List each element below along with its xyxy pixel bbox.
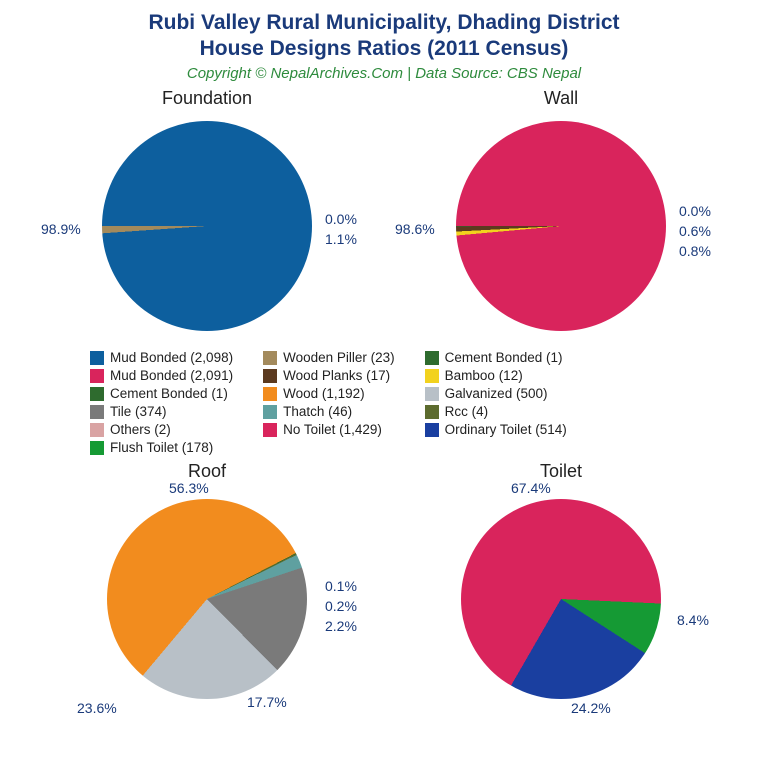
legend-item: Cement Bonded (1) <box>90 386 233 401</box>
pie-label: 8.4% <box>677 612 709 628</box>
pie-label: 56.3% <box>169 480 209 496</box>
wall-pie-wrap: 98.6% 0.0% 0.6% 0.8% <box>391 111 731 341</box>
legend-swatch <box>90 423 104 437</box>
wall-title: Wall <box>391 88 731 109</box>
legend-item: No Toilet (1,429) <box>263 422 395 437</box>
legend: Mud Bonded (2,098) Mud Bonded (2,091) Ceme… <box>0 341 768 465</box>
legend-swatch <box>425 423 439 437</box>
legend-label: Wood (1,192) <box>283 386 365 401</box>
pie-label: 2.2% <box>325 618 357 634</box>
pie-label: 0.2% <box>325 598 357 614</box>
legend-label: Bamboo (12) <box>445 368 523 383</box>
legend-label: Wood Planks (17) <box>283 368 390 383</box>
legend-item: Wood (1,192) <box>263 386 395 401</box>
legend-swatch <box>263 405 277 419</box>
legend-column: Cement Bonded (1) Bamboo (12) Galvanized (… <box>425 349 567 457</box>
legend-label: Others (2) <box>110 422 171 437</box>
roof-cell: Roof 56.3% 0.1% 0.2% 2.2% 17.7% 23.6% <box>37 461 377 714</box>
pie-chart <box>107 499 307 699</box>
legend-item: Wood Planks (17) <box>263 368 395 383</box>
pie-label: 1.1% <box>325 231 357 247</box>
legend-item: Tile (374) <box>90 404 233 419</box>
pie-chart <box>461 499 661 699</box>
pie-label: 23.6% <box>77 700 117 716</box>
legend-label: Rcc (4) <box>445 404 489 419</box>
legend-swatch <box>425 351 439 365</box>
legend-label: Ordinary Toilet (514) <box>445 422 567 437</box>
legend-column: Wooden Piller (23) Wood Planks (17) Wood (… <box>263 349 395 457</box>
legend-swatch <box>263 387 277 401</box>
pie-label: 0.1% <box>325 578 357 594</box>
foundation-cell: Foundation 98.9% 0.0% 1.1% <box>37 88 377 341</box>
legend-swatch <box>90 369 104 383</box>
legend-swatch <box>263 351 277 365</box>
legend-label: Thatch (46) <box>283 404 352 419</box>
pie-label: 0.8% <box>679 243 711 259</box>
legend-column: Mud Bonded (2,098) Mud Bonded (2,091) Ceme… <box>90 349 233 457</box>
pie-label: 0.0% <box>325 211 357 227</box>
legend-swatch <box>90 441 104 455</box>
title-line1: Rubi Valley Rural Municipality, Dhading … <box>148 11 619 34</box>
foundation-pie-wrap: 98.9% 0.0% 1.1% <box>37 111 377 341</box>
legend-swatch <box>425 405 439 419</box>
pie-label: 0.6% <box>679 223 711 239</box>
legend-item: Flush Toilet (178) <box>90 440 233 455</box>
legend-label: Mud Bonded (2,091) <box>110 368 233 383</box>
pie-label: 98.9% <box>41 221 81 237</box>
legend-swatch <box>90 387 104 401</box>
pie-label: 24.2% <box>571 700 611 716</box>
legend-label: No Toilet (1,429) <box>283 422 382 437</box>
pie-label: 98.6% <box>395 221 435 237</box>
pie-label: 17.7% <box>247 694 287 710</box>
legend-swatch <box>425 387 439 401</box>
legend-item: Mud Bonded (2,091) <box>90 368 233 383</box>
legend-item: Cement Bonded (1) <box>425 350 567 365</box>
toilet-pie-wrap: 67.4%8.4%24.2% <box>391 484 731 714</box>
legend-item: Bamboo (12) <box>425 368 567 383</box>
legend-swatch <box>263 423 277 437</box>
legend-item: Thatch (46) <box>263 404 395 419</box>
legend-item: Rcc (4) <box>425 404 567 419</box>
chart-container: Rubi Valley Rural Municipality, Dhading … <box>0 0 768 768</box>
subtitle: Copyright © NepalArchives.Com | Data Sou… <box>0 65 768 82</box>
legend-label: Cement Bonded (1) <box>110 386 228 401</box>
legend-item: Others (2) <box>90 422 233 437</box>
pie-label: 0.0% <box>679 203 711 219</box>
legend-label: Wooden Piller (23) <box>283 350 395 365</box>
wall-cell: Wall 98.6% 0.0% 0.6% 0.8% <box>391 88 731 341</box>
legend-item: Mud Bonded (2,098) <box>90 350 233 365</box>
legend-label: Flush Toilet (178) <box>110 440 213 455</box>
legend-label: Mud Bonded (2,098) <box>110 350 233 365</box>
legend-swatch <box>90 405 104 419</box>
legend-swatch <box>263 369 277 383</box>
roof-pie-wrap: 56.3%0.1%0.2%2.2%17.7%23.6% <box>37 484 377 714</box>
legend-item: Ordinary Toilet (514) <box>425 422 567 437</box>
pie-label: 67.4% <box>511 480 551 496</box>
pie-chart <box>456 121 666 331</box>
main-title: Rubi Valley Rural Municipality, Dhading … <box>0 0 768 63</box>
bottom-row: Roof 56.3% 0.1% 0.2% 2.2% 17.7% 23.6% Toilet … <box>0 461 768 714</box>
toilet-title: Toilet <box>391 461 731 482</box>
top-row: Foundation 98.9% 0.0% 1.1% Wall 98.6% 0.0% 0… <box>0 88 768 341</box>
roof-title: Roof <box>37 461 377 482</box>
pie-chart <box>102 121 312 331</box>
legend-swatch <box>425 369 439 383</box>
legend-label: Galvanized (500) <box>445 386 548 401</box>
toilet-cell: Toilet 67.4% 8.4% 24.2% <box>391 461 731 714</box>
legend-item: Wooden Piller (23) <box>263 350 395 365</box>
legend-swatch <box>90 351 104 365</box>
legend-label: Tile (374) <box>110 404 167 419</box>
legend-item: Galvanized (500) <box>425 386 567 401</box>
foundation-title: Foundation <box>37 88 377 109</box>
legend-label: Cement Bonded (1) <box>445 350 563 365</box>
title-line2: House Designs Ratios (2011 Census) <box>200 37 569 60</box>
